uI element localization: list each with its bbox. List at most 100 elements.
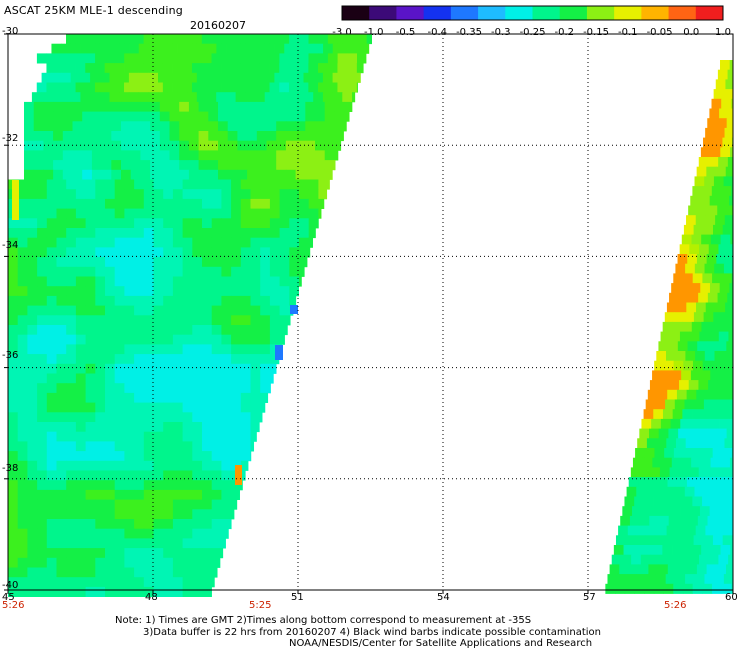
colorbar-tick-label: -1.0 (364, 27, 384, 38)
swath-cell (211, 305, 222, 316)
swath-cell (295, 150, 306, 161)
swath-cell (725, 79, 733, 90)
swath-cell (722, 448, 733, 459)
swath-cell (250, 412, 261, 423)
swath-cell (37, 460, 48, 471)
swath-cell (672, 545, 683, 556)
swath-cell (75, 557, 86, 568)
swath-cell (163, 586, 174, 597)
swath-cell (65, 63, 76, 74)
swath-cell (717, 515, 728, 526)
swath-cell (720, 234, 731, 245)
swath-cell (163, 538, 174, 549)
swath-cell (182, 295, 193, 306)
swath-cell (201, 82, 212, 93)
swath-cell (660, 554, 671, 565)
swath-cell (697, 428, 708, 439)
swath-cell (143, 295, 154, 306)
swath-cell (299, 257, 308, 268)
swath-cell (342, 92, 353, 103)
swath-cell (153, 519, 164, 530)
lon-label-48: 48 (145, 592, 158, 603)
swath-cell (124, 315, 135, 326)
colorbar-tick-label: -0.4 (427, 27, 447, 38)
swath-cell (221, 451, 232, 462)
swath-cell (677, 564, 688, 575)
swath-cell (143, 305, 154, 316)
swath-cell (75, 228, 86, 239)
swath-cell (721, 409, 732, 420)
swath-cell (53, 140, 64, 151)
swath-cell (85, 315, 96, 326)
swath-cell (143, 218, 154, 229)
swath-cell (211, 460, 222, 471)
swath-cell (723, 89, 733, 100)
swath-cell (172, 354, 183, 365)
product-title: ASCAT 25KM MLE-1 descending (4, 4, 183, 17)
swath-cell (240, 470, 246, 481)
swath-cell (260, 189, 271, 200)
swath-cell (622, 506, 633, 517)
swath-cell (202, 334, 213, 345)
swath-cell (718, 157, 729, 168)
swath-cell (269, 218, 280, 229)
swath-cell (672, 496, 684, 507)
swath-cell (299, 198, 310, 209)
swath-cell (279, 325, 288, 336)
swath-cell (706, 389, 717, 400)
swath-cell (715, 302, 726, 313)
swath-cell (629, 515, 641, 526)
swath-cell (163, 499, 174, 510)
swath-cell (352, 92, 356, 103)
swath-cell (75, 286, 86, 297)
swath-cell (305, 121, 316, 132)
swath-cell (172, 344, 183, 355)
swath-cell (17, 334, 28, 345)
swath-cell (671, 283, 682, 294)
swath-cell (648, 477, 659, 488)
swath-cell (134, 499, 145, 510)
swath-cell (143, 499, 154, 510)
swath-cell (95, 189, 106, 200)
swath-cell (143, 286, 154, 297)
swath-cell (231, 315, 242, 326)
swath-cell (649, 380, 661, 391)
swath-cell (202, 247, 213, 258)
swath-cell (114, 451, 125, 462)
swath-cell (182, 276, 193, 287)
swath-cell (655, 399, 666, 410)
swath-cell (699, 554, 710, 565)
swath-cell (172, 460, 183, 471)
swath-cell (124, 480, 135, 491)
swath-cell (182, 266, 193, 277)
swath-cell (211, 257, 222, 268)
swath-cell (8, 402, 19, 413)
swath-cell (105, 567, 116, 578)
swath-cell (95, 567, 106, 578)
time-label-middle: 5:25 (249, 600, 272, 611)
swath-cell (328, 179, 330, 190)
swath-cell (153, 257, 164, 268)
colorbar-segment (586, 6, 615, 20)
swath-cell (66, 431, 77, 442)
swath-cell (95, 577, 106, 588)
swath-cell (676, 438, 687, 449)
swath-cell (717, 380, 728, 391)
swath-cell (27, 208, 38, 219)
swath-cell (172, 586, 183, 597)
swath-cell (192, 431, 203, 442)
swath-cell (124, 334, 135, 345)
swath-cell (231, 228, 242, 239)
swath-cell (46, 266, 57, 277)
swath-cell (27, 451, 38, 462)
swath-cell (188, 111, 199, 122)
swath-cell (211, 392, 222, 403)
swath-cell (24, 150, 35, 161)
swath-cell (114, 344, 125, 355)
swath-cell (75, 208, 86, 219)
swath-cell (240, 286, 251, 297)
swath-cell (56, 519, 67, 530)
swath-cell (289, 315, 291, 326)
swath-cell (279, 247, 290, 258)
swath-cell (143, 441, 154, 452)
